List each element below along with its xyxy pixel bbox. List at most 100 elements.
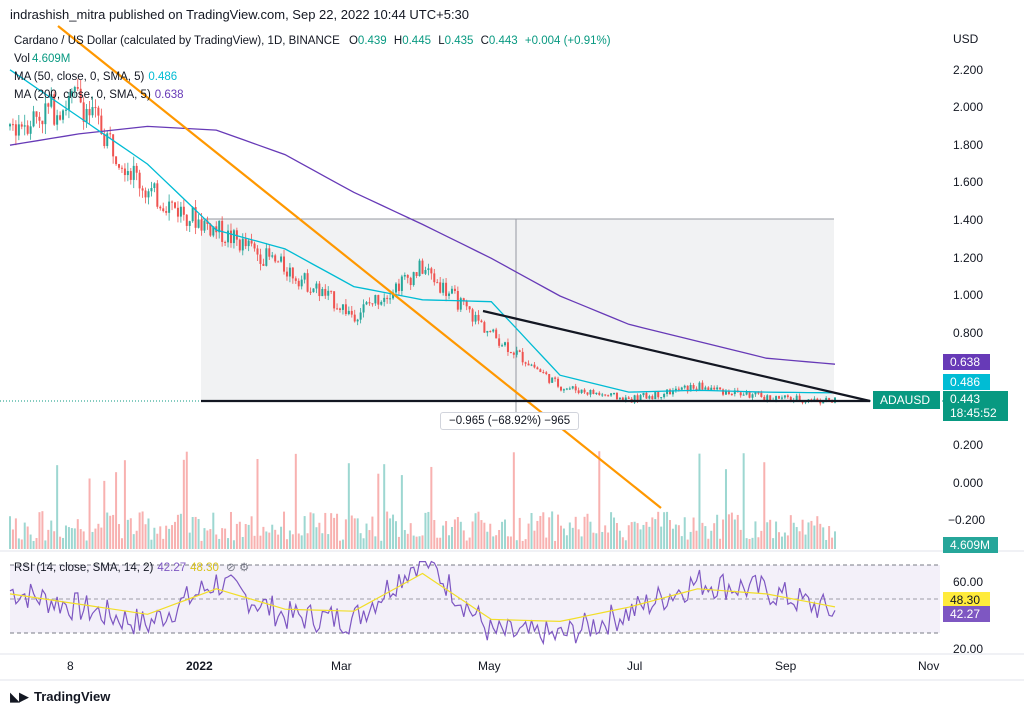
settings-icon[interactable]: ⚙ — [238, 562, 250, 574]
volume-bar — [150, 539, 153, 549]
candle-body — [209, 223, 212, 236]
tradingview-logo[interactable]: ◣▶ TradingView — [10, 689, 110, 705]
volume-bar — [23, 522, 26, 549]
candle-body — [436, 282, 439, 284]
rsi-label: RSI (14, close, SMA, 14, 2) — [14, 562, 154, 574]
volume-bar — [598, 451, 601, 549]
candle-body — [751, 394, 754, 398]
candle-body — [524, 362, 527, 364]
candle-body — [592, 389, 595, 395]
candle-body — [115, 156, 118, 165]
volume-bar — [592, 532, 595, 549]
rsi-ma-tag: 48.30 — [950, 593, 980, 607]
volume-bar — [215, 534, 218, 549]
candle-body — [53, 94, 56, 125]
hide-icon[interactable]: ⊘ — [226, 562, 236, 574]
candle-body — [285, 271, 288, 277]
volume-bar — [492, 536, 495, 549]
ma200-legend[interactable]: MA (200, close, 0, SMA, 5) 0.638 — [14, 89, 184, 101]
candle-body — [763, 396, 766, 401]
candle-body — [144, 190, 147, 198]
volume-bar — [386, 511, 389, 549]
candle-body — [403, 275, 406, 277]
volume-bar — [350, 515, 353, 549]
candle-body — [309, 291, 312, 293]
volume-bar — [359, 533, 362, 549]
volume-bar — [383, 464, 386, 549]
volume-bar — [533, 530, 536, 549]
axis-currency: USD — [953, 32, 979, 46]
candle-body — [47, 103, 50, 107]
volume-bar — [813, 525, 816, 549]
volume-bar — [477, 511, 480, 549]
volume-bar — [147, 518, 150, 549]
price-tick: 2.000 — [953, 100, 983, 114]
candle-body — [506, 342, 509, 353]
volume-bar — [450, 526, 453, 549]
rsi-legend[interactable]: RSI (14, close, SMA, 14, 2) 42.27 48.30 ⊘ … — [14, 560, 249, 574]
volume-tag: 4.609M — [950, 538, 990, 552]
candle-body — [701, 382, 704, 390]
candle-body — [748, 392, 751, 398]
candle-body — [82, 102, 85, 122]
volume-bar — [162, 538, 165, 549]
candle-body — [465, 300, 468, 307]
volume-bar — [551, 511, 554, 549]
ma50-label: MA (50, close, 0, SMA, 5) — [14, 71, 145, 83]
publish-header: indrashish_mitra published on TradingVie… — [10, 7, 470, 22]
candle-body — [760, 392, 763, 397]
volume-bar — [442, 525, 445, 549]
volume-bar — [256, 458, 259, 549]
candle-body — [277, 261, 280, 263]
candle-body — [742, 394, 745, 396]
candle-body — [14, 124, 17, 136]
countdown-tag: 18:45:52 — [950, 406, 997, 420]
candle-body — [132, 165, 135, 180]
triangle-resistance-line[interactable] — [482, 309, 871, 403]
vol-legend[interactable]: Vol 4.609M — [14, 53, 70, 65]
volume-bar — [763, 462, 766, 549]
candle-body — [642, 392, 645, 396]
volume-bar — [657, 511, 660, 549]
volume-bar — [822, 527, 825, 549]
candle-body — [179, 206, 182, 217]
volume-bar — [123, 460, 126, 549]
volume-bar — [724, 469, 727, 549]
candle-body — [724, 390, 727, 395]
price-tick: 0.200 — [953, 438, 983, 452]
volume-bar — [730, 512, 733, 549]
candle-body — [663, 394, 666, 398]
volume-bar — [542, 512, 545, 549]
candle-body — [138, 172, 141, 189]
volume-bar — [828, 526, 831, 549]
volume-bar — [126, 519, 129, 549]
candle-body — [262, 263, 265, 266]
volume-bar — [686, 539, 689, 549]
candle-body — [235, 230, 238, 240]
rsi-line — [9, 560, 836, 646]
volume-bar — [521, 540, 524, 549]
symbol-legend[interactable]: Cardano / US Dollar (calculated by Tradi… — [14, 35, 611, 47]
candle-body — [227, 230, 230, 243]
candle-body — [312, 288, 315, 293]
volume-bar — [85, 540, 88, 549]
candle-body — [315, 283, 318, 289]
volume-bar — [344, 519, 347, 549]
volume-bar — [571, 527, 574, 549]
candle-body — [250, 240, 253, 244]
candle-body — [76, 87, 79, 89]
volume-bar — [539, 515, 542, 549]
candle-body — [636, 395, 639, 401]
candle-body — [380, 301, 383, 305]
candle-body — [789, 397, 792, 401]
ma50-tag-bg — [943, 374, 990, 390]
volume-bar — [621, 537, 624, 549]
candle-body — [120, 167, 123, 169]
candle-body — [327, 290, 330, 296]
candle-body — [692, 384, 695, 389]
candle-body — [786, 395, 789, 398]
ma50-legend[interactable]: MA (50, close, 0, SMA, 5) 0.486 — [14, 71, 177, 83]
volume-bar — [733, 519, 736, 549]
candle-body — [129, 171, 132, 180]
